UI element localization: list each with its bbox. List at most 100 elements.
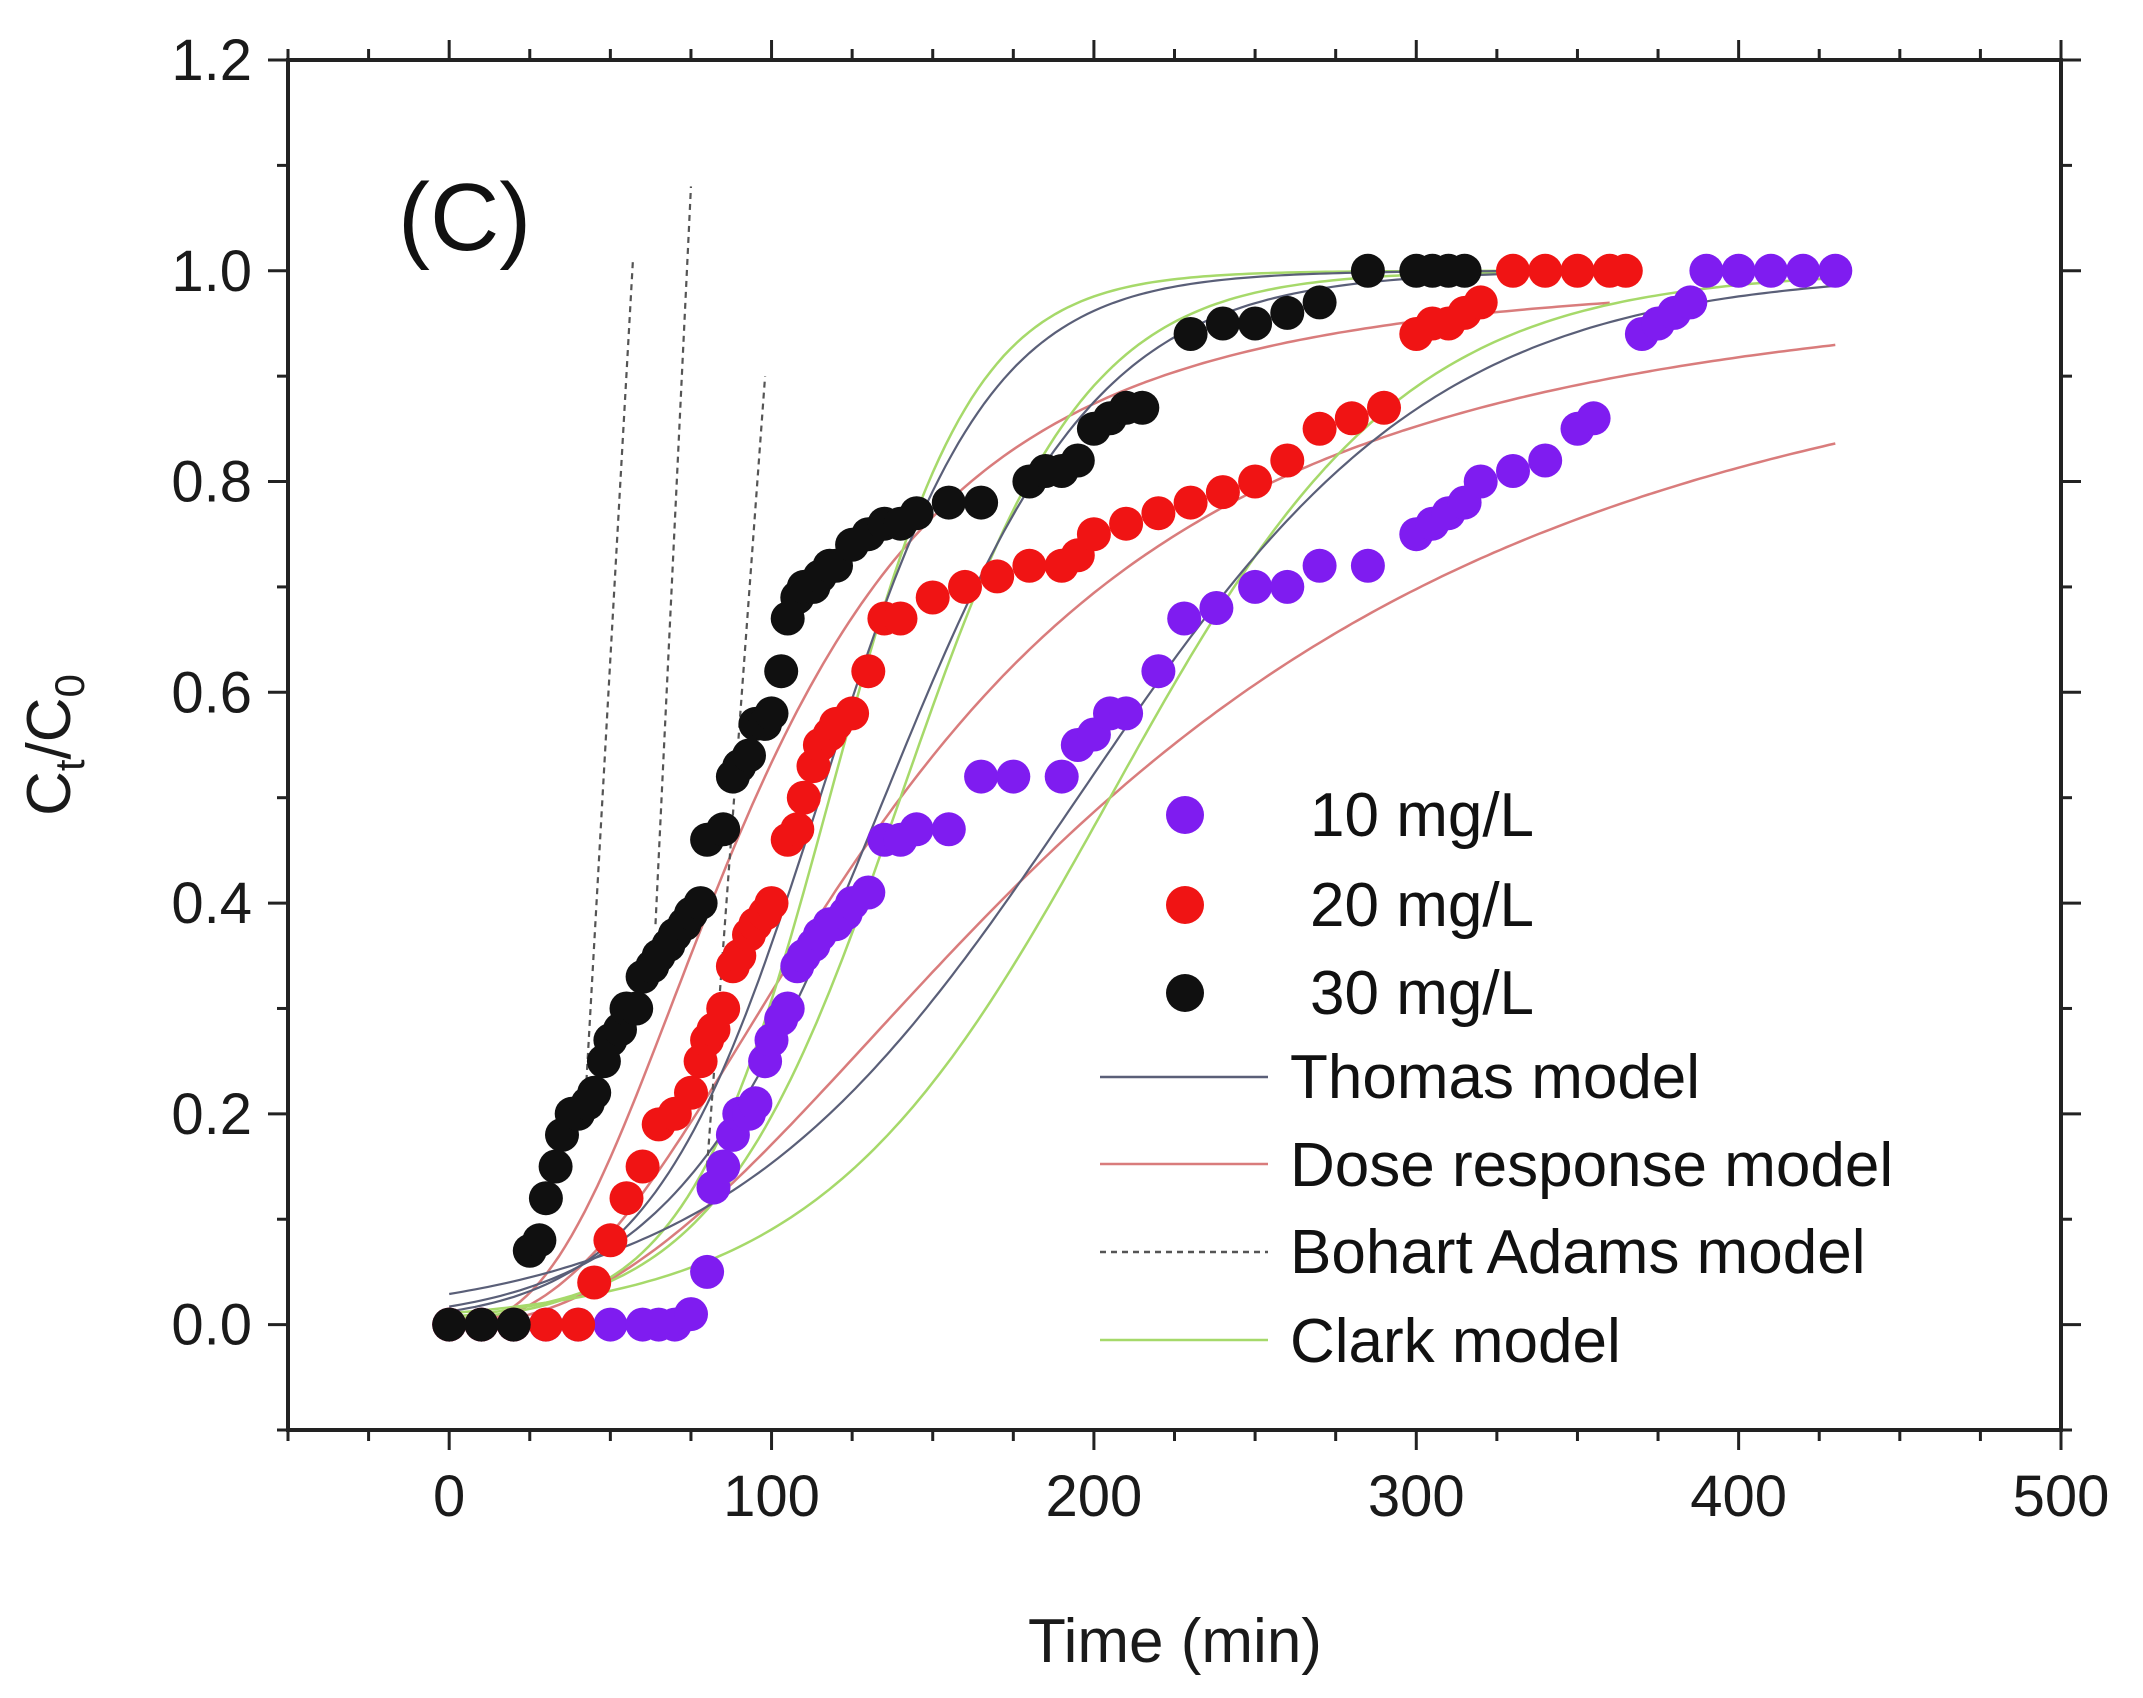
data-point bbox=[1109, 506, 1144, 541]
data-point bbox=[1173, 485, 1208, 520]
data-point bbox=[931, 812, 966, 847]
y-axis-title: Ct/C0 bbox=[15, 674, 93, 816]
data-point bbox=[1496, 454, 1530, 488]
dose-response-curve bbox=[449, 343, 1836, 1326]
data-point bbox=[619, 991, 654, 1026]
data-point bbox=[522, 1223, 557, 1258]
series-s30 bbox=[432, 253, 1482, 1342]
panel-label: (C) bbox=[398, 164, 531, 271]
y-axis-title-c0: C bbox=[15, 697, 84, 742]
data-point bbox=[593, 1307, 628, 1342]
data-point bbox=[1463, 464, 1498, 499]
data-point bbox=[931, 485, 966, 520]
data-point bbox=[1167, 601, 1202, 636]
data-point bbox=[1060, 443, 1095, 478]
data-point bbox=[996, 759, 1031, 794]
data-point bbox=[1238, 306, 1273, 341]
y-axis-title-c: C bbox=[15, 771, 84, 816]
data-point bbox=[1141, 654, 1176, 689]
series-s10 bbox=[432, 253, 1853, 1342]
y-tick-label: 1.0 bbox=[171, 239, 252, 304]
data-point bbox=[625, 1149, 660, 1184]
data-point bbox=[851, 654, 886, 689]
data-point bbox=[1367, 390, 1401, 425]
data-point bbox=[780, 812, 815, 847]
data-point bbox=[1302, 411, 1337, 446]
data-point bbox=[528, 1307, 563, 1342]
data-point bbox=[1109, 696, 1144, 731]
data-point bbox=[1721, 253, 1756, 288]
data-point bbox=[690, 1254, 725, 1289]
y-axis-ticks bbox=[268, 58, 2081, 1432]
data-point bbox=[1076, 517, 1111, 552]
data-point bbox=[538, 1149, 573, 1184]
data-point bbox=[1173, 317, 1208, 351]
bohart-adams-line bbox=[654, 186, 693, 925]
data-point bbox=[1673, 285, 1708, 320]
data-point bbox=[1238, 464, 1273, 499]
data-point bbox=[1447, 253, 1482, 288]
data-point bbox=[1012, 548, 1047, 583]
data-point bbox=[754, 886, 789, 921]
data-point bbox=[593, 1223, 628, 1258]
data-point bbox=[899, 496, 934, 531]
data-point bbox=[1753, 253, 1788, 288]
data-point bbox=[1463, 285, 1498, 320]
x-axis-tick-labels: 0 100 200 300 400 500 bbox=[433, 1464, 2109, 1529]
legend-label-10mgl: 10 mg/L bbox=[1310, 781, 1534, 850]
data-point bbox=[609, 1181, 644, 1216]
data-point bbox=[1270, 443, 1305, 478]
y-axis-title-sub-0: 0 bbox=[46, 674, 93, 697]
data-point bbox=[1334, 401, 1369, 436]
data-point bbox=[1044, 759, 1079, 794]
data-point bbox=[899, 812, 934, 847]
data-point bbox=[577, 1265, 612, 1300]
x-tick-label: 200 bbox=[1046, 1464, 1143, 1529]
x-tick-label: 0 bbox=[433, 1464, 465, 1529]
data-point bbox=[1141, 496, 1176, 531]
data-point bbox=[1528, 253, 1563, 288]
x-tick-label: 500 bbox=[2013, 1464, 2110, 1529]
data-point bbox=[1818, 253, 1853, 288]
data-point bbox=[1560, 253, 1595, 288]
x-tick-label: 400 bbox=[1690, 1464, 1787, 1529]
data-point bbox=[674, 1297, 708, 1332]
data-point bbox=[1205, 306, 1240, 341]
data-point bbox=[1270, 295, 1305, 330]
legend-label-20mgl: 20 mg/L bbox=[1310, 871, 1534, 940]
data-points bbox=[432, 253, 1853, 1342]
legend-marker-10mgl bbox=[1166, 796, 1204, 834]
data-point bbox=[948, 569, 982, 604]
data-point bbox=[1238, 569, 1273, 604]
data-point bbox=[1270, 569, 1305, 604]
axes: 0 100 200 300 400 500 0.0 0.2 0.4 0.6 0.8 1.0 1.2 bbox=[171, 28, 2109, 1529]
data-point bbox=[1689, 253, 1724, 288]
data-point bbox=[528, 1181, 563, 1216]
data-point bbox=[706, 812, 741, 847]
data-point bbox=[1528, 443, 1563, 478]
y-axis-tick-labels: 0.0 0.2 0.4 0.6 0.8 1.0 1.2 bbox=[171, 28, 252, 1358]
data-point bbox=[683, 886, 718, 921]
data-point bbox=[980, 559, 1015, 594]
data-point bbox=[674, 1075, 708, 1110]
clark-curve bbox=[449, 276, 1836, 1315]
data-point bbox=[835, 696, 870, 731]
legend-marker-20mgl bbox=[1166, 886, 1204, 924]
legend-label-30mgl: 30 mg/L bbox=[1310, 959, 1534, 1028]
data-point bbox=[432, 1307, 467, 1342]
data-point bbox=[883, 601, 918, 636]
y-axis-title-sub-t: t bbox=[46, 759, 93, 771]
dose-response-curve bbox=[449, 442, 1836, 1326]
data-point bbox=[1350, 253, 1385, 288]
x-tick-label: 100 bbox=[723, 1464, 820, 1529]
data-point bbox=[1350, 548, 1385, 583]
legend-label-bohart: Bohart Adams model bbox=[1290, 1218, 1866, 1287]
legend-label-clark: Clark model bbox=[1290, 1307, 1621, 1376]
y-tick-label: 0.0 bbox=[171, 1293, 252, 1358]
data-point bbox=[1496, 253, 1530, 288]
data-point bbox=[1205, 475, 1240, 510]
data-point bbox=[577, 1075, 612, 1110]
series-s20 bbox=[432, 253, 1643, 1342]
